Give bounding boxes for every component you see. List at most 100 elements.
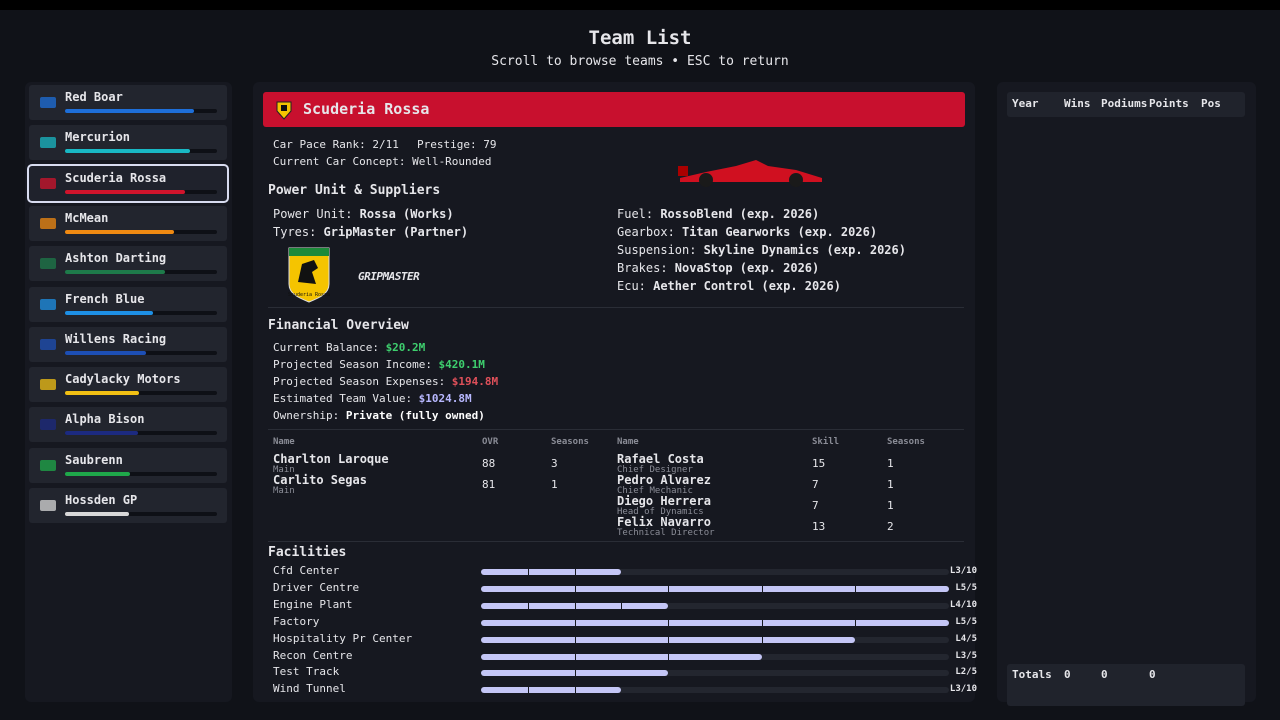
kv-label: Brakes: [617, 261, 668, 275]
section-title: Facilities [268, 545, 347, 560]
supplier-row: Brakes: NovaStop (exp. 2026) [617, 261, 819, 275]
facility-bar [481, 653, 762, 660]
history-header: Year [1012, 97, 1039, 110]
facility-track [481, 569, 949, 575]
team-icon [40, 298, 56, 310]
staff-skill: 13 [812, 520, 826, 533]
facility-tick [761, 636, 763, 643]
facility-tick [574, 619, 576, 626]
team-bar [65, 189, 186, 194]
team-name: Mercurion [65, 130, 131, 145]
facility-level: L2/5 [955, 667, 977, 678]
driver-role: Main [273, 465, 295, 475]
kv-value: Aether Control (exp. 2026) [653, 279, 841, 293]
pace-rank: Car Pace Rank: 2/11 [273, 138, 399, 151]
supplier-row: Projected Season Expenses: $194.8M [273, 375, 498, 388]
table-header: Seasons [887, 437, 925, 447]
kv-value: Titan Gearworks (exp. 2026) [681, 225, 878, 239]
kv-label: Estimated Team Value: [273, 392, 413, 405]
section-title: Financial Overview [268, 318, 409, 333]
prestige: Prestige: 79 [417, 138, 497, 151]
staff-role: Technical Director [617, 528, 715, 538]
team-row[interactable]: Scuderia Rossa [27, 163, 229, 203]
supplier-row: Power Unit: Rossa (Works) [273, 207, 454, 221]
team-bar [65, 431, 138, 436]
team-header: Scuderia Rossa [263, 92, 965, 127]
facility-name: Engine Plant [273, 597, 353, 611]
kv-value: Skyline Dynamics (exp. 2026) [703, 243, 906, 257]
supplier-row: Projected Season Income: $420.1M [273, 358, 485, 371]
team-bar [65, 512, 129, 516]
kv-label: Ownership: [273, 409, 340, 422]
facility-name: Recon Centre [273, 648, 353, 662]
team-bar [65, 310, 154, 315]
team-bar-track [65, 431, 217, 436]
car-image [678, 160, 822, 187]
team-icon [40, 258, 56, 270]
supplier-row: Tyres: GripMaster (Partner) [273, 225, 468, 239]
team-row[interactable]: French Blue [29, 286, 227, 322]
team-name: Hossden GP [65, 493, 138, 507]
history-total: 0 [1149, 668, 1156, 681]
team-name: Scuderia Rossa [65, 170, 167, 185]
facility-tick [574, 585, 576, 592]
team-icon [40, 338, 56, 350]
team-bar [65, 471, 131, 476]
kv-value: RossoBlend (exp. 2026) [660, 207, 820, 221]
staff-name: Rafael Costa [617, 452, 704, 466]
facility-tick [761, 619, 763, 626]
staff-seasons: 2 [887, 520, 894, 533]
team-name: McMean [65, 210, 109, 225]
facility-tick [574, 687, 576, 694]
car-concept: Current Car Concept: Well-Rounded [273, 155, 492, 168]
history-header: Points [1149, 97, 1189, 110]
team-icon [40, 379, 56, 391]
team-row[interactable]: Red Boar [29, 85, 227, 120]
team-row[interactable]: Alpha Bison [29, 407, 227, 443]
facility-bar [481, 619, 949, 626]
history-total: 0 [1064, 668, 1071, 681]
team-row[interactable]: Ashton Darting [29, 246, 227, 282]
staff-skill: 7 [812, 478, 819, 491]
staff-seasons: 1 [887, 478, 894, 491]
facility-track [481, 687, 949, 694]
staff-name: Felix Navarro [617, 515, 711, 529]
kv-value: Private (fully owned) [345, 409, 485, 422]
facility-track [481, 670, 949, 677]
supplier-row: Estimated Team Value: $1024.8M [273, 392, 472, 405]
team-row[interactable]: McMean [29, 205, 227, 241]
staff-name: Pedro Alvarez [617, 473, 711, 487]
team-bar-track [65, 471, 217, 476]
facility-tick [574, 602, 576, 609]
supplier-row: Ecu: Aether Control (exp. 2026) [617, 279, 841, 293]
facility-name: Cfd Center [273, 564, 340, 577]
team-row[interactable]: Cadylacky Motors [29, 367, 227, 403]
history-totals-bg [1007, 664, 1245, 706]
staff-seasons: 1 [887, 457, 894, 470]
facility-tick [621, 602, 623, 609]
facility-tick [574, 653, 576, 660]
facility-track [481, 602, 949, 609]
team-row[interactable]: Willens Racing [29, 326, 227, 362]
facility-level: L5/5 [955, 616, 977, 627]
facility-bar [481, 687, 622, 694]
team-row[interactable]: Saubrenn [29, 447, 227, 483]
facility-level: L4/10 [949, 599, 977, 610]
table-header: OVR [482, 437, 499, 447]
table-header: Skill [812, 437, 840, 447]
facility-name: Wind Tunnel [273, 682, 346, 696]
staff-role: Head of Dynamics [617, 507, 704, 517]
staff-skill: 15 [812, 457, 826, 470]
staff-role: Chief Mechanic [617, 486, 693, 496]
staff-name: Diego Herrera [617, 494, 711, 508]
facility-level: L4/5 [955, 633, 977, 644]
supplier-row: Ownership: Private (fully owned) [273, 409, 485, 422]
kv-label: Tyres: [273, 225, 317, 239]
team-row[interactable]: Mercurion [29, 125, 227, 161]
team-row[interactable]: Hossden GP [29, 488, 227, 523]
team-icon [40, 137, 56, 149]
history-panel [997, 82, 1256, 702]
facility-level: L5/5 [955, 582, 977, 593]
facility-tick [668, 653, 670, 660]
table-header: Name [273, 437, 295, 447]
